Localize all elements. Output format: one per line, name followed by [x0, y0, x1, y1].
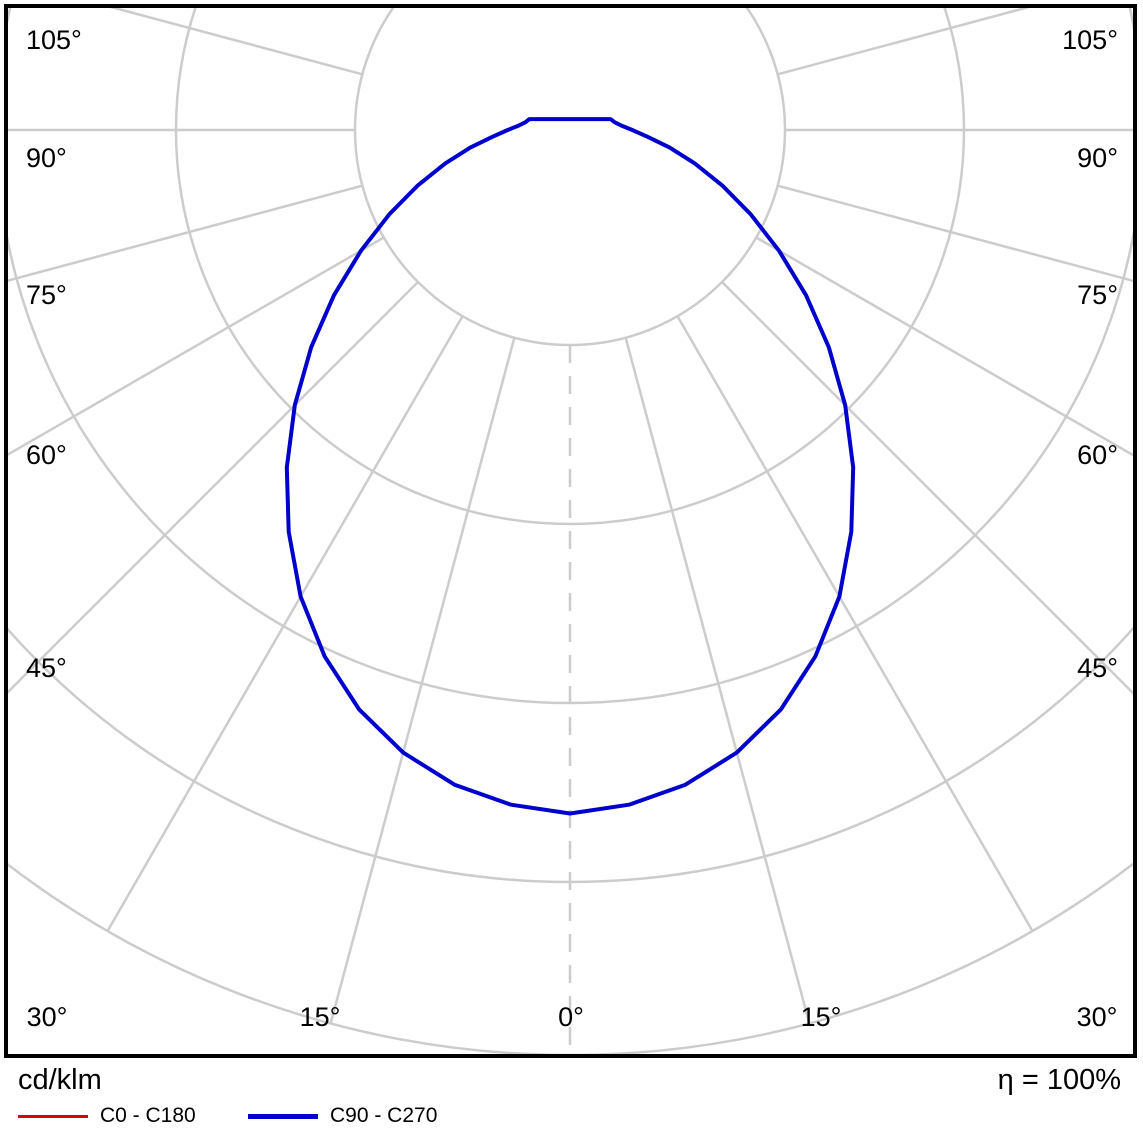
- angle-label-bottom-15°: 15°: [800, 1002, 842, 1032]
- angle-label-right-60°: 60°: [1077, 440, 1118, 470]
- polar-grid-svg: [4, 4, 1137, 1058]
- grid-ring: [353, 8, 787, 347]
- curve-c0-c180: [285, 117, 855, 815]
- grid-ray: [106, 315, 464, 932]
- angle-label-right-75°: 75°: [1077, 280, 1118, 310]
- grid-ray: [8, 281, 419, 694]
- angle-label-left-45°: 45°: [26, 653, 67, 683]
- grid-ray: [8, 236, 385, 456]
- grid-ray: [329, 337, 516, 1024]
- grid-ring: [8, 8, 1135, 705]
- diagram-footer: cd/klm η = 100% C0 - C180 C90 - C270: [0, 1062, 1143, 1143]
- plot-border: [4, 4, 1137, 1058]
- angle-label-right-45°: 45°: [1077, 653, 1118, 683]
- curve-c90-c270: [284, 117, 856, 816]
- grid-ray: [676, 315, 1034, 932]
- radial-unit-label: cd/klm: [18, 1064, 102, 1096]
- efficiency-label: η = 100%: [997, 1064, 1121, 1096]
- legend-label-c90-c270: C90 - C270: [330, 1104, 438, 1127]
- angle-label-right-105°: 105°: [1062, 25, 1118, 55]
- angle-label-bottom-30°: 30°: [26, 1002, 68, 1032]
- angle-label-bottom-0°: 0°: [558, 1002, 584, 1032]
- grid-ray: [109, 8, 363, 76]
- grid-ray: [624, 337, 811, 1024]
- polar-grid: [8, 8, 1135, 1056]
- angle-label-bottom-30°: 30°: [1076, 1002, 1118, 1032]
- grid-ray: [777, 8, 1031, 76]
- angle-label-left-75°: 75°: [26, 280, 67, 310]
- angle-label-left-60°: 60°: [26, 440, 67, 470]
- legend-label-c0-c180: C0 - C180: [100, 1104, 196, 1127]
- legend-line-c0-c180: [18, 1115, 88, 1118]
- grid-ray: [721, 281, 1135, 697]
- grid-ray: [8, 184, 363, 282]
- angle-label-right-90°: 90°: [1077, 143, 1118, 173]
- angle-label-left-90°: 90°: [26, 143, 67, 173]
- angle-label-left-105°: 105°: [26, 25, 82, 55]
- grid-ray: [755, 236, 1135, 458]
- grid-ring: [8, 624, 1135, 884]
- grid-ray: [777, 184, 1135, 283]
- legend-line-c90-c270: [248, 1114, 318, 1119]
- angle-label-bottom-15°: 15°: [299, 1002, 341, 1032]
